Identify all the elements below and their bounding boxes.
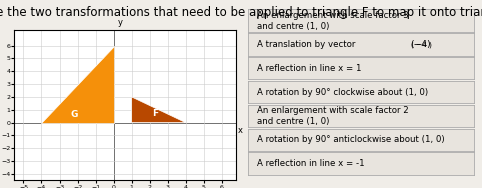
- Text: An enlargement with scale factor 2
and centre (1, 0): An enlargement with scale factor 2 and c…: [257, 106, 409, 126]
- Text: A reflection in line x = 1: A reflection in line x = 1: [257, 64, 362, 73]
- Text: (−4): (−4): [411, 40, 431, 49]
- Text: A rotation by 90° anticlockwise about (1, 0): A rotation by 90° anticlockwise about (1…: [257, 135, 445, 144]
- Text: A translation by vector: A translation by vector: [257, 40, 356, 49]
- Y-axis label: y: y: [117, 18, 122, 27]
- Text: ( −4 ): ( −4 ): [411, 41, 431, 48]
- Text: A rotation by 90° clockwise about (1, 0): A rotation by 90° clockwise about (1, 0): [257, 88, 428, 97]
- Text: Choose the two transformations that need to be applied to triangle F to map it o: Choose the two transformations that need…: [0, 6, 482, 19]
- X-axis label: x: x: [238, 126, 243, 135]
- Text: An enlargement with scale factor 3
and centre (1, 0): An enlargement with scale factor 3 and c…: [257, 11, 409, 31]
- Polygon shape: [132, 97, 186, 123]
- Text: G: G: [70, 110, 78, 119]
- Text: A reflection in line x = -1: A reflection in line x = -1: [257, 159, 365, 168]
- Text: F: F: [152, 109, 158, 118]
- Polygon shape: [41, 45, 114, 123]
